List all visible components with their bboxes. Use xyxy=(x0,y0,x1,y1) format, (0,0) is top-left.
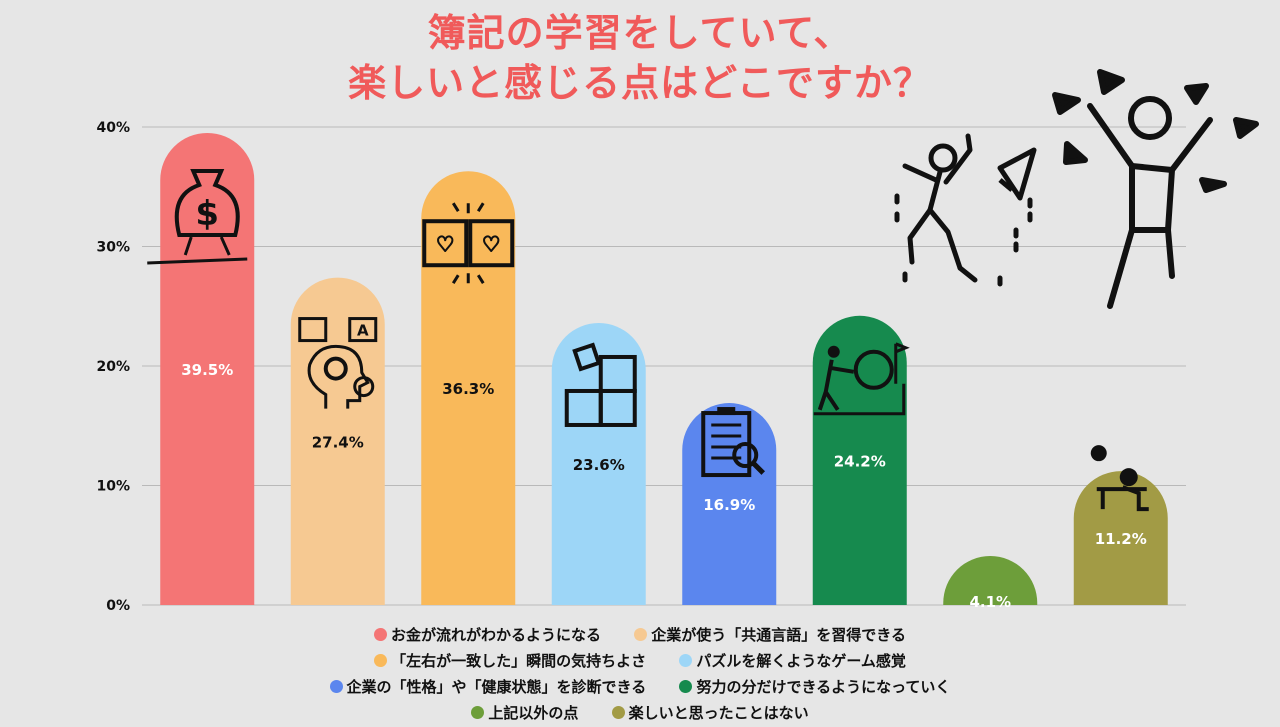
legend-row: 企業の「性格」や「健康状態」を診断できる 努力の分だけできるようになっていく xyxy=(0,674,1280,700)
legend-swatch xyxy=(634,628,648,641)
puzzle-heart-icon: ♥ ♥ xyxy=(422,202,515,285)
y-tick-label: 10% xyxy=(96,479,130,495)
legend-swatch xyxy=(611,706,625,719)
jumping-person-icon xyxy=(894,133,1033,287)
value-label: 11.2% xyxy=(1095,530,1147,548)
bar xyxy=(682,403,777,605)
legend-label: お金が流れがわかるようになる xyxy=(391,626,602,644)
value-label: 4.1% xyxy=(969,593,1011,611)
bar xyxy=(421,171,516,605)
legend-label: 努力の分だけできるようになっていく xyxy=(696,678,951,696)
title-line-2: 楽しいと感じる点はどこですか？ xyxy=(348,61,932,105)
legend-label: 企業の「性格」や「健康状態」を診断できる xyxy=(346,678,647,696)
bar xyxy=(290,277,385,605)
legend-item: パズルを解くようなゲーム感覚 xyxy=(679,648,906,674)
push-boulder-icon xyxy=(813,342,910,416)
bar xyxy=(160,132,255,605)
y-tick-label: 20% xyxy=(96,359,130,375)
svg-text:♥: ♥ xyxy=(436,232,454,256)
bar xyxy=(1073,471,1168,605)
legend-label: 「左右が一致した」瞬間の気持ちよさ xyxy=(391,652,647,670)
legend-item: 「左右が一致した」瞬間の気持ちよさ xyxy=(374,648,646,674)
legend-label: 上記以外の点 xyxy=(488,704,579,722)
bars xyxy=(160,132,1168,605)
title-line-1: 簿記の学習をしていて、 xyxy=(427,11,853,55)
language-head-icon: A xyxy=(298,317,378,409)
bar xyxy=(943,556,1038,605)
legend-item: お金が流れがわかるようになる xyxy=(374,622,601,648)
chart-title: 簿記の学習をしていて、 楽しいと感じる点はどこですか？ xyxy=(0,8,1280,108)
clipboard-search-icon xyxy=(701,407,766,478)
legend-row: 「左右が一致した」瞬間の気持ちよさ パズルを解くようなゲーム感覚 xyxy=(0,648,1280,674)
legend-swatch xyxy=(679,680,693,693)
legend-swatch xyxy=(679,654,693,667)
legend-item: 企業の「性格」や「健康状態」を診断できる xyxy=(329,674,647,700)
value-labels: 39.5% 27.4% 36.3% 23.6% 16.9% 24.2% 4.1% 11.2% xyxy=(181,361,1147,611)
y-tick-label: 30% xyxy=(96,240,130,256)
value-label: 27.4% xyxy=(312,433,364,451)
bar-icons: $A♥ ♥ xyxy=(147,168,1149,512)
bar xyxy=(812,315,907,605)
puzzle-icon xyxy=(564,342,637,427)
value-label: 23.6% xyxy=(573,456,625,474)
svg-text:A: A xyxy=(357,322,369,340)
legend-item: 努力の分だけできるようになっていく xyxy=(679,674,950,700)
legend-swatch xyxy=(374,628,388,641)
legend-label: 企業が使う「共通言語」を習得できる xyxy=(651,626,906,644)
legend-item: 上記以外の点 xyxy=(471,700,578,726)
value-label: 39.5% xyxy=(181,361,233,379)
y-tick-label: 40% xyxy=(96,120,130,136)
money-bag-icon: $ xyxy=(147,168,248,265)
desk-clock-icon xyxy=(1090,445,1149,512)
legend-item: 企業が使う「共通言語」を習得できる xyxy=(634,622,906,648)
legend-swatch xyxy=(374,654,388,667)
y-axis: 0% 10% 20% 30% 40% xyxy=(96,120,130,614)
legend-row: 上記以外の点 楽しいと思ったことはない xyxy=(0,700,1280,726)
legend-swatch xyxy=(329,680,343,693)
cheering-person-icon xyxy=(1052,69,1259,309)
legend-swatch xyxy=(471,706,485,719)
party-popper-icon xyxy=(997,147,1037,201)
svg-text:$: $ xyxy=(195,194,219,234)
bar xyxy=(551,323,646,605)
legend-item: 楽しいと思ったことはない xyxy=(611,700,809,726)
y-tick-label: 0% xyxy=(106,598,130,614)
legend: お金が流れがわかるようになる 企業が使う「共通言語」を習得できる 「左右が一致し… xyxy=(0,622,1280,726)
legend-label: 楽しいと思ったことはない xyxy=(628,704,809,722)
value-label: 16.9% xyxy=(703,496,755,514)
value-label: 24.2% xyxy=(834,452,886,470)
legend-row: お金が流れがわかるようになる 企業が使う「共通言語」を習得できる xyxy=(0,622,1280,648)
legend-label: パズルを解くようなゲーム感覚 xyxy=(696,652,906,670)
value-label: 36.3% xyxy=(442,380,494,398)
svg-text:♥: ♥ xyxy=(482,232,500,256)
